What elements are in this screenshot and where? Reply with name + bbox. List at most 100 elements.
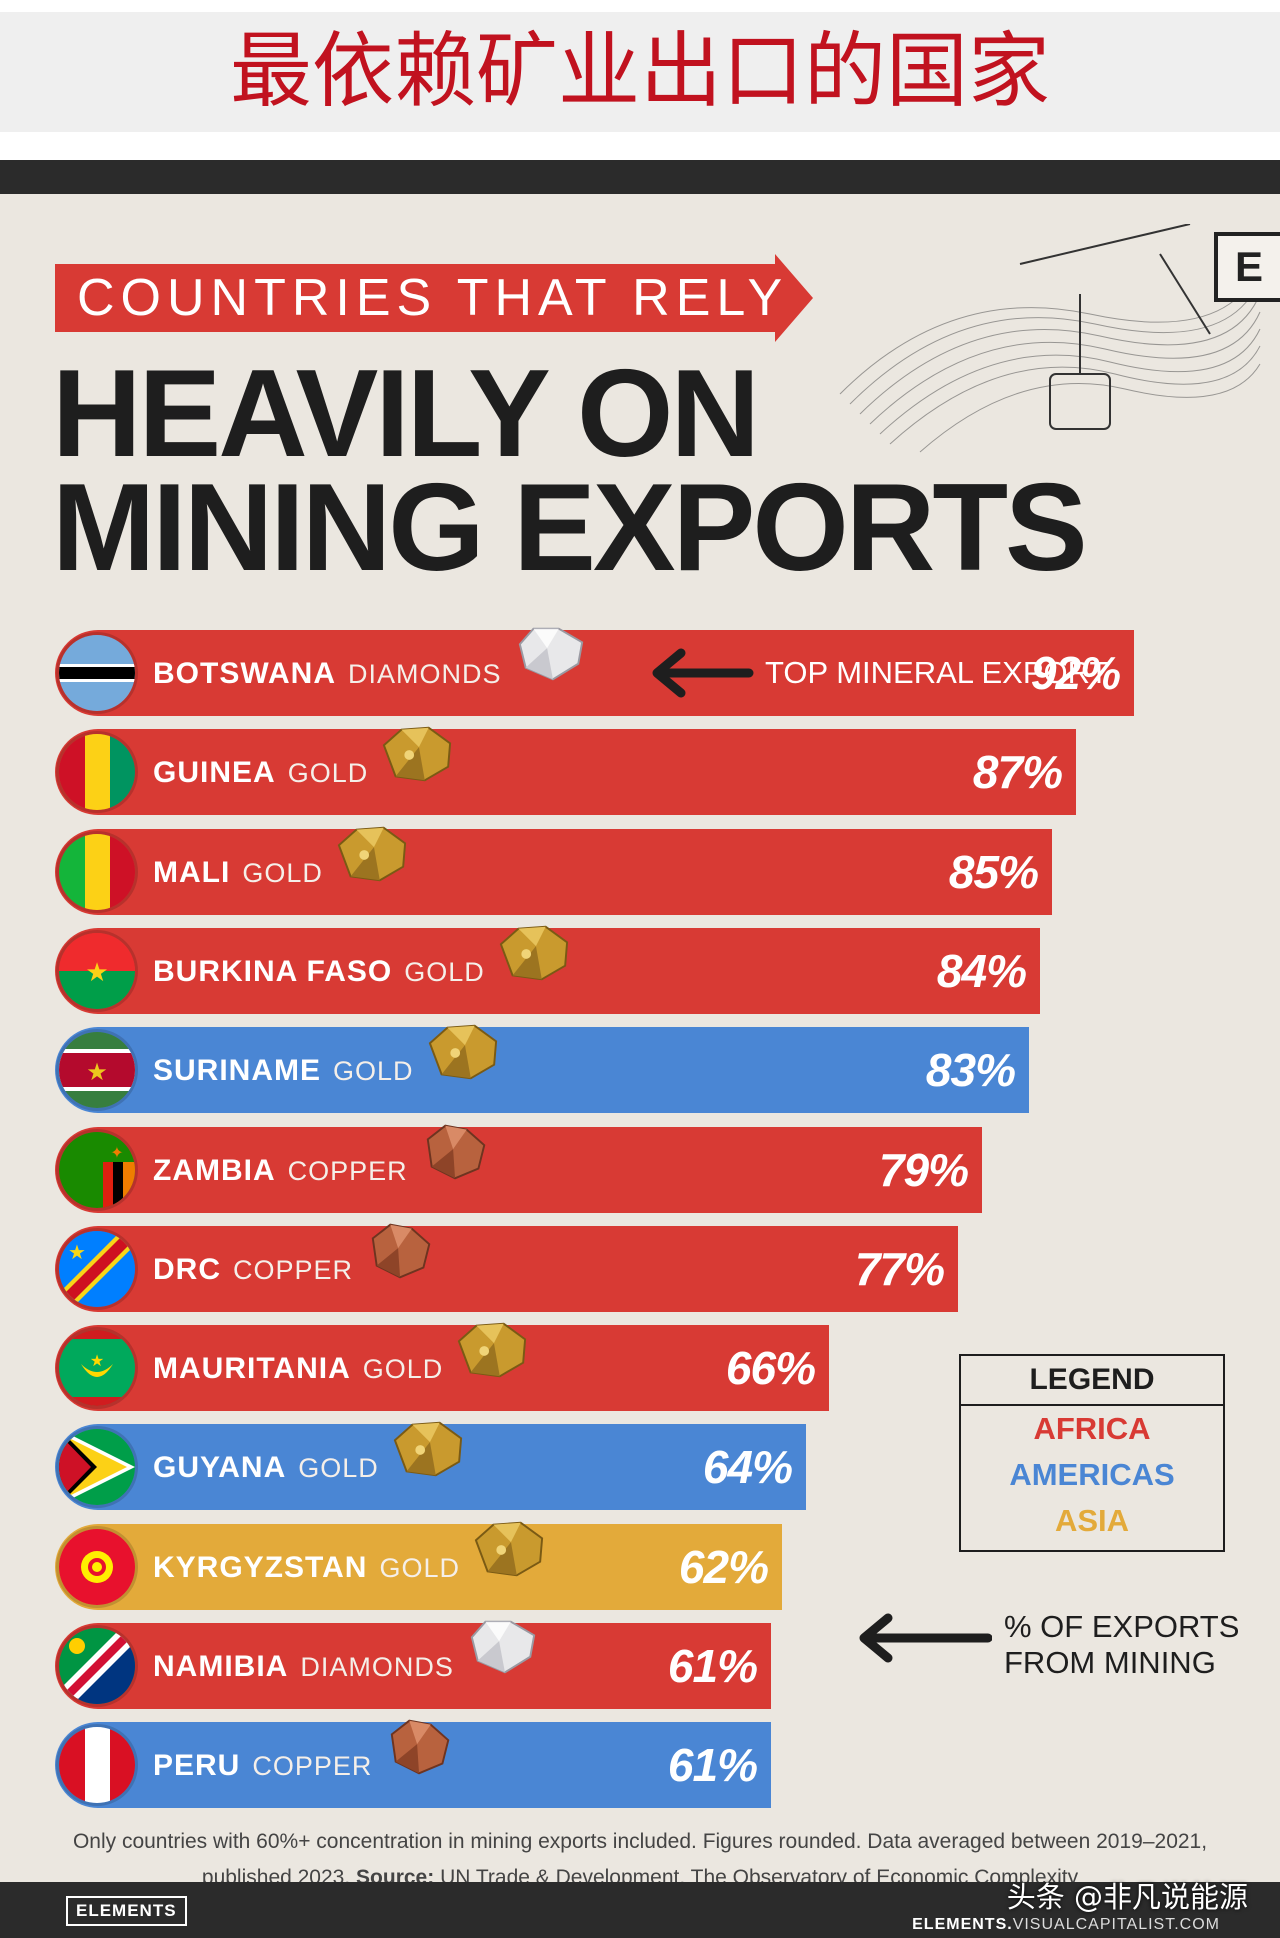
svg-text:✦: ✦ [110,1143,123,1162]
bar [55,1027,1029,1113]
bar [55,1524,782,1610]
bar [55,1226,958,1312]
elements-logo: E [1214,232,1280,302]
flag-icon [59,1429,135,1505]
pct-note-line-2: FROM MINING [1004,1645,1216,1680]
subtitle-banner: COUNTRIES THAT RELY [55,254,813,342]
country-label: MALI GOLD [153,826,409,919]
copper-ore-icon [365,1220,439,1316]
country-name: MALI [153,855,231,889]
flag-icon [59,1529,135,1605]
bar-row-zambia: ✦ ZAMBIA COPPER 79% [55,1124,982,1213]
legend: LEGEND AFRICA AMERICAS ASIA [959,1354,1225,1552]
country-name: BURKINA FASO [153,954,393,988]
bar [55,1623,771,1709]
country-name: DRC [153,1252,221,1286]
flag-icon [59,1727,135,1803]
svg-text:★: ★ [85,958,108,988]
flag-icon [59,635,135,711]
footer-site-bold: ELEMENTS. [912,1916,1013,1933]
country-label: KYRGYZSTAN GOLD [153,1521,546,1614]
gold-ore-icon [380,723,454,819]
mineral-name: GOLD [404,956,485,987]
value-label: 83% [925,1044,1016,1096]
infographic-poster: E COUNTRIES THAT RELY HEAVILY ON MINING … [0,160,1280,1938]
bar-row-burkina-faso: ★ BURKINA FASO GOLD 84% [55,925,1040,1014]
title-line-1: HEAVILY ON [52,345,760,483]
bar-row-kyrgyzstan: KYRGYZSTAN GOLD 62% [55,1521,782,1610]
cable-car-illustration [839,224,1261,453]
pct-note-line-1: % OF EXPORTS [1004,1609,1240,1644]
legend-item-asia: ASIA [1054,1503,1130,1538]
gold-ore-icon [455,1319,529,1415]
flag-icon: ★ [59,1231,135,1307]
country-name: SURINAME [153,1053,322,1087]
flag-icon [59,734,135,810]
footnote-line-1: Only countries with 60%+ concentration i… [72,1830,1208,1853]
bar-row-drc: ★ DRC COPPER 77% [55,1223,958,1312]
bar-row-guyana: GUYANA GOLD 64% [55,1421,806,1510]
country-label: ZAMBIA COPPER [153,1124,494,1217]
mineral-name: COPPER [287,1155,408,1186]
legend-title: LEGEND [961,1356,1223,1406]
legend-item-africa: AFRICA [1033,1411,1151,1446]
country-name: PERU [153,1748,241,1782]
bar [55,1127,982,1213]
bar-row-suriname: ★ SURINAME GOLD 83% [55,1024,1029,1113]
value-label: 77% [854,1243,945,1295]
top-mineral-arrow-icon [645,647,755,703]
country-name: ZAMBIA [153,1153,276,1187]
bar [55,829,1052,915]
mineral-name: GOLD [287,757,369,788]
flag-icon: ★ [59,1032,135,1108]
value-label: 84% [936,945,1027,997]
country-label: SURINAME GOLD [153,1024,500,1117]
copper-ore-icon [420,1121,494,1217]
bar [55,630,1134,716]
footer-site: ELEMENTS.VISUALCAPITALIST.COM [912,1916,1220,1934]
country-name: MAURITANIA [153,1351,351,1385]
footer-site-rest: VISUALCAPITALIST.COM [1012,1916,1220,1933]
value-label: 92% [1030,647,1121,699]
mineral-name: GOLD [333,1055,414,1086]
mineral-name: GOLD [379,1552,460,1583]
banner-arrow-shape [55,254,813,342]
top-mineral-export-label: TOP MINERAL EXPORT [765,655,1109,690]
value-label: 85% [948,846,1039,898]
country-label: BURKINA FASO GOLD [153,925,571,1018]
copper-ore-icon [384,1716,458,1812]
flag-icon: ★ [59,1330,135,1406]
country-label: DRC COPPER [153,1223,439,1316]
bar-row-peru: PERU COPPER 61% [55,1719,771,1808]
country-name: GUYANA [153,1450,287,1484]
bar-row-botswana: BOTSWANA DIAMONDS TOP MINERAL EXPORT 92% [55,627,1134,716]
flag-icon: ★ [59,933,135,1009]
mineral-name: COPPER [252,1750,373,1781]
footer-bar: ELEMENTS ELEMENTS.VISUALCAPITALIST.COM 头… [0,1880,1280,1938]
bar-row-namibia: NAMIBIA DIAMONDS 61% [55,1620,771,1709]
title-line-2: MINING EXPORTS [52,459,1088,597]
mineral-name: COPPER [233,1254,354,1285]
mineral-name: GOLD [362,1353,444,1384]
watermark-text: 头条 @非凡说能源 [1006,1880,1248,1914]
pct-exports-annotation: % OF EXPORTS FROM MINING [1004,1609,1239,1681]
svg-text:★: ★ [86,1058,108,1086]
gold-ore-icon [426,1021,500,1117]
value-label: 64% [702,1441,793,1493]
diamonds-ore-icon [466,1617,540,1713]
value-label: 62% [678,1541,769,1593]
mineral-name: GOLD [298,1452,379,1483]
country-label: PERU COPPER [153,1719,458,1812]
mineral-name: GOLD [242,857,323,888]
bar [55,1325,829,1411]
flag-icon [59,834,135,910]
country-name: BOTSWANA [153,656,336,690]
value-label: 61% [667,1640,758,1692]
gold-ore-icon [497,922,571,1018]
bar [55,729,1076,815]
footer-brand: ELEMENTS [66,1896,187,1926]
bar-row-mali: MALI GOLD 85% [55,826,1052,915]
gold-ore-icon [391,1418,465,1514]
banner-text: COUNTRIES THAT RELY [77,269,789,327]
value-label: 61% [667,1739,758,1791]
